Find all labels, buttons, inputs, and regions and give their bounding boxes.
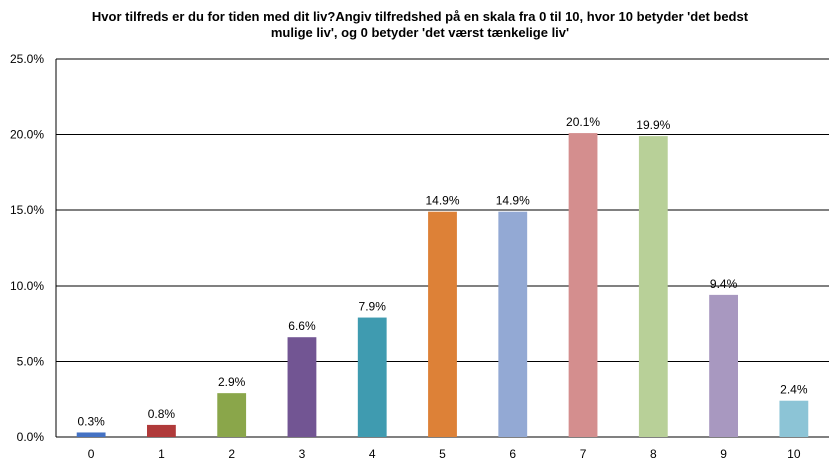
bar [217, 393, 247, 437]
y-tick-label: 5.0% [17, 354, 45, 368]
x-tick-label: 7 [580, 447, 587, 461]
data-label: 9.4% [710, 277, 738, 291]
data-label: 2.4% [780, 383, 808, 397]
x-tick-label: 4 [369, 447, 376, 461]
data-label: 0.3% [77, 414, 105, 428]
data-label: 2.9% [218, 375, 246, 389]
bar [568, 133, 598, 437]
y-tick-label: 15.0% [10, 203, 44, 217]
chart-title: Hvor tilfreds er du for tiden med dit li… [60, 9, 780, 41]
y-tick-label: 20.0% [10, 128, 44, 142]
data-label: 19.9% [636, 118, 670, 132]
bar [147, 424, 176, 437]
bar [638, 136, 668, 437]
x-tick-label: 1 [158, 447, 165, 461]
x-tick-label: 10 [787, 447, 801, 461]
y-tick-label: 25.0% [10, 52, 44, 66]
bar [709, 294, 738, 437]
data-label: 14.9% [425, 194, 459, 208]
data-label: 0.8% [148, 407, 176, 421]
data-label: 20.1% [566, 115, 600, 129]
bar [287, 337, 317, 437]
chart-title-line-1: Hvor tilfreds er du for tiden med dit li… [91, 9, 749, 24]
y-tick-label: 10.0% [10, 279, 44, 293]
x-tick-label: 8 [650, 447, 657, 461]
bar [498, 211, 528, 437]
data-label: 6.6% [288, 319, 316, 333]
x-tick-label: 2 [228, 447, 235, 461]
x-tick-label: 9 [720, 447, 727, 461]
data-label: 14.9% [496, 194, 530, 208]
x-tick-label: 5 [439, 447, 446, 461]
y-tick-label: 0.0% [17, 430, 45, 444]
bar [779, 400, 809, 437]
x-tick-label: 6 [509, 447, 516, 461]
x-tick-label: 0 [88, 447, 95, 461]
data-label: 7.9% [359, 300, 387, 314]
chart-title-line-2: mulige liv', og 0 betyder 'det værst tæn… [270, 25, 570, 40]
bar [76, 432, 106, 437]
x-tick-label: 3 [299, 447, 306, 461]
bar [357, 317, 387, 437]
bar [428, 211, 457, 437]
